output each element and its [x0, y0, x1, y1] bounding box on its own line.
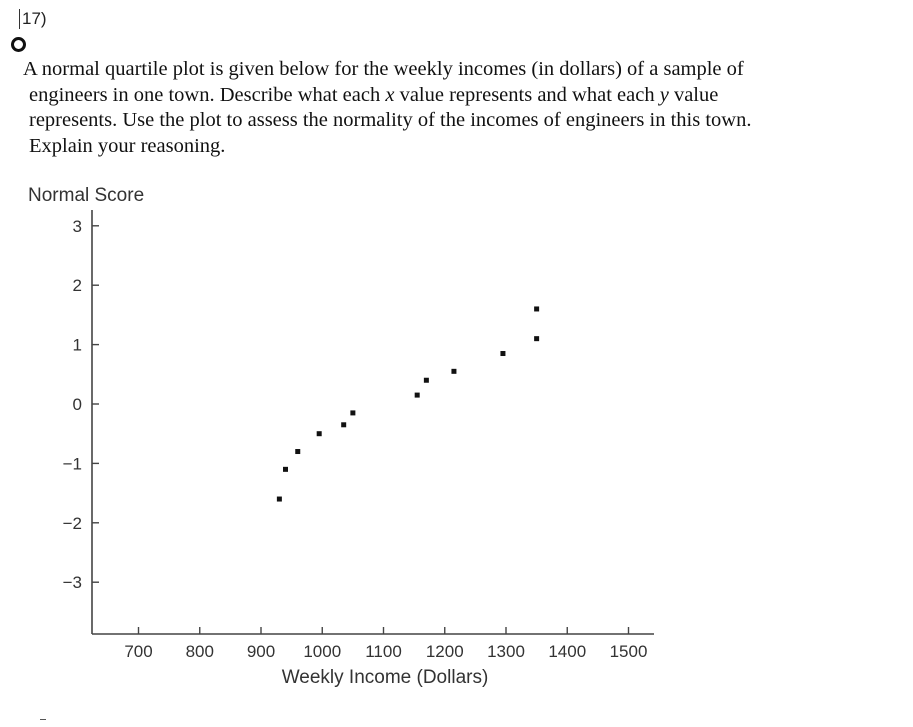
data-point — [283, 466, 288, 472]
x-tick-label: 700 — [124, 642, 152, 661]
question-line-2c: value — [673, 83, 719, 106]
question-line-3: represents. Use the plot to assess the n… — [29, 109, 752, 131]
y-axis-title: Normal Score — [28, 185, 144, 206]
data-point — [423, 377, 429, 383]
data-point — [451, 368, 457, 374]
x-tick-label: 1200 — [426, 642, 464, 661]
x-variable: x — [385, 83, 395, 106]
question-line-2a: engineers in one town. Describe what eac… — [29, 83, 381, 106]
x-tick-label: 1100 — [365, 642, 402, 661]
question-number: 17) — [19, 9, 47, 29]
data-point — [414, 392, 420, 398]
data-point — [500, 351, 506, 357]
y-tick-label: −3 — [63, 573, 82, 592]
y-tick-label: 1 — [73, 336, 82, 355]
y-tick-label: 3 — [73, 217, 82, 236]
y-ticks: 3 2 1 0 −1 −2 −3 — [63, 217, 99, 592]
x-tick-label: 800 — [186, 642, 214, 661]
y-variable: y — [659, 83, 669, 106]
answer-radio-button[interactable] — [11, 37, 26, 52]
y-tick-label: −1 — [63, 454, 82, 473]
data-point — [341, 422, 347, 428]
y-tick-label: −2 — [63, 514, 82, 533]
y-tick-label: 0 — [73, 395, 82, 414]
x-tick-label: 900 — [247, 642, 275, 661]
question-line-1: A normal quartile plot is given below fo… — [23, 58, 744, 80]
question-line-4: Explain your reasoning. — [29, 134, 226, 157]
x-ticks: 700 800 900 1000 1100 1200 1300 1400 1500 — [124, 627, 647, 661]
data-point — [350, 410, 356, 416]
question-line-2b: value represents and what each — [399, 83, 655, 106]
decorative-mark — [40, 719, 46, 720]
data-point — [534, 336, 540, 342]
x-tick-label: 1000 — [303, 642, 341, 661]
data-points — [276, 306, 540, 502]
question-line-2: engineers in one town. Describe what eac… — [23, 83, 823, 109]
x-tick-label: 1300 — [487, 642, 525, 661]
y-tick-label: 2 — [73, 276, 82, 295]
x-axis-title: Weekly Income (Dollars) — [282, 667, 489, 688]
x-tick-label: 1500 — [610, 642, 648, 661]
data-point — [276, 496, 282, 502]
data-point — [534, 306, 540, 312]
data-point — [295, 449, 301, 455]
data-point — [316, 431, 322, 437]
question-text: A normal quartile plot is given below fo… — [23, 57, 823, 159]
x-tick-label: 1400 — [548, 642, 586, 661]
